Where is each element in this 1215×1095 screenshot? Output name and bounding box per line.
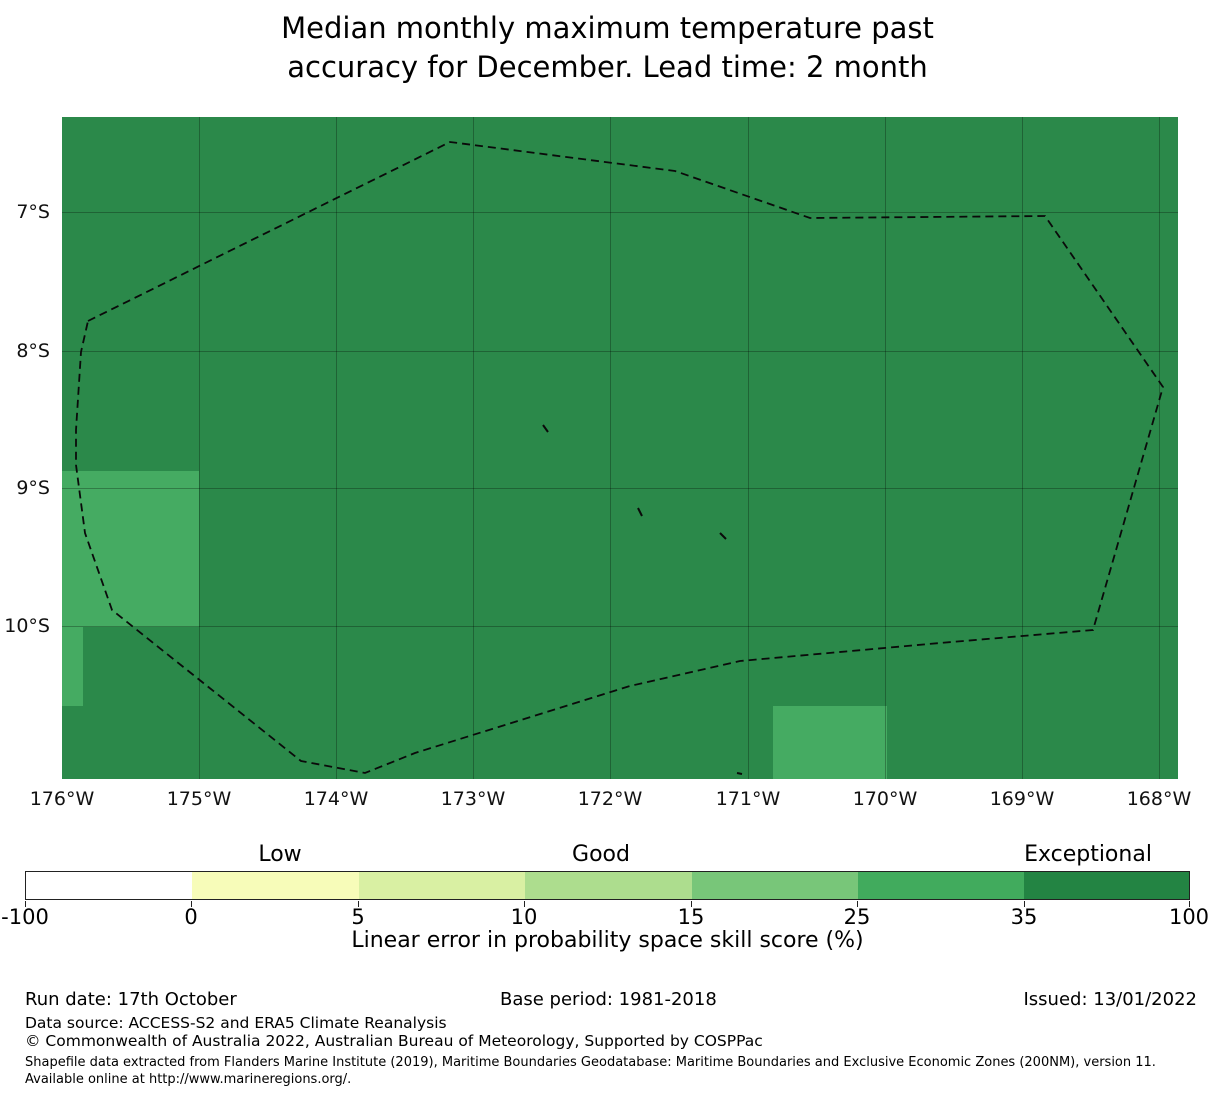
- gridline-169w: [1022, 117, 1023, 779]
- y-tick-7s: 7°S: [16, 201, 50, 223]
- colorbar-segment-3: [358, 872, 526, 899]
- x-tick-170w: 170°W: [852, 788, 918, 810]
- colorbar-label-good: Good: [572, 842, 630, 867]
- gridline-170w: [885, 117, 886, 779]
- colorbar-label-low: Low: [258, 842, 302, 867]
- x-tick-169w: 169°W: [989, 788, 1055, 810]
- gridline-7s: [62, 212, 1178, 213]
- skill-patch-west-strip: [62, 627, 83, 706]
- x-tick-174w: 174°W: [303, 788, 369, 810]
- gridline-168w: [1159, 117, 1160, 779]
- island-atafu: [542, 424, 549, 433]
- gridline-173w: [473, 117, 474, 779]
- shapefile-note: Shapefile data extracted from Flanders M…: [25, 1055, 1156, 1087]
- cbar-tick-0: 0: [184, 905, 198, 929]
- chart-title-line2: accuracy for December. Lead time: 2 mont…: [287, 50, 928, 84]
- gridline-174w: [336, 117, 337, 779]
- gridline-8s: [62, 351, 1178, 352]
- colorbar-tick: [524, 901, 525, 907]
- colorbar-segment-6: [858, 872, 1025, 899]
- base-period: Base period: 1981-2018: [500, 989, 717, 1010]
- gridline-172w: [610, 117, 611, 779]
- colorbar-tick: [358, 901, 359, 907]
- x-tick-168w: 168°W: [1126, 788, 1192, 810]
- island-nukunonu: [637, 507, 643, 517]
- chart-title-line1: Median monthly maximum temperature past: [281, 11, 934, 45]
- cbar-tick-neg100: -100: [1, 905, 49, 929]
- run-date: Run date: 17th October: [25, 989, 237, 1010]
- colorbar-tick: [25, 901, 26, 907]
- y-tick-9s: 9°S: [16, 477, 50, 499]
- x-tick-172w: 172°W: [577, 788, 643, 810]
- cbar-tick-35: 35: [1010, 905, 1038, 929]
- gridline-10s: [62, 626, 1178, 627]
- y-tick-8s: 8°S: [16, 340, 50, 362]
- colorbar-label-exceptional: Exceptional: [1024, 842, 1152, 867]
- colorbar-tick: [1189, 901, 1190, 907]
- colorbar-tick: [191, 901, 192, 907]
- colorbar-tick: [857, 901, 858, 907]
- gridline-9s: [62, 488, 1178, 489]
- data-source: Data source: ACCESS-S2 and ERA5 Climate …: [25, 1014, 447, 1032]
- colorbar-segment-1: [26, 872, 193, 899]
- colorbar-segment-7: [1024, 872, 1189, 899]
- map-plot-area: [62, 117, 1178, 779]
- gridline-175w: [199, 117, 200, 779]
- colorbar-segment-4: [525, 872, 692, 899]
- eez-boundary-layer: [75, 141, 1164, 775]
- colorbar: [25, 871, 1190, 900]
- issued-date: Issued: 13/01/2022: [1023, 989, 1197, 1010]
- gridline-171w: [748, 117, 749, 779]
- eez-boundary-dashed: [75, 141, 1164, 774]
- chart-title: Median monthly maximum temperature past …: [0, 9, 1215, 87]
- cbar-tick-100: 100: [1168, 905, 1210, 929]
- colorbar-tick: [691, 901, 692, 907]
- cbar-tick-10: 10: [510, 905, 538, 929]
- colorbar-segment-2: [192, 872, 359, 899]
- island-swains: [736, 772, 743, 775]
- x-tick-173w: 173°W: [440, 788, 506, 810]
- x-tick-176w: 176°W: [29, 788, 95, 810]
- colorbar-tick: [1024, 901, 1025, 907]
- colorbar-segment-5: [691, 872, 858, 899]
- y-tick-10s: 10°S: [4, 615, 50, 637]
- x-tick-175w: 175°W: [166, 788, 232, 810]
- x-tick-171w: 171°W: [715, 788, 781, 810]
- skill-patch-south: [773, 706, 887, 779]
- cbar-tick-15: 15: [677, 905, 705, 929]
- island-fakaofo: [719, 532, 727, 540]
- skill-patch-west: [62, 471, 199, 627]
- colorbar-caption: Linear error in probability space skill …: [351, 928, 864, 953]
- copyright: © Commonwealth of Australia 2022, Austra…: [25, 1032, 763, 1050]
- cbar-tick-5: 5: [351, 905, 365, 929]
- cbar-tick-25: 25: [843, 905, 871, 929]
